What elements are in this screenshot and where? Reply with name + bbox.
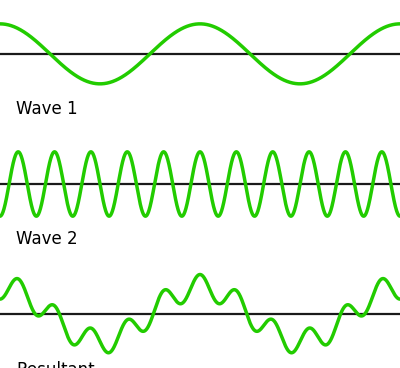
Text: Wave 2: Wave 2 [16, 230, 78, 248]
Text: Resultant: Resultant [16, 361, 95, 368]
Text: Wave 1: Wave 1 [16, 100, 78, 118]
